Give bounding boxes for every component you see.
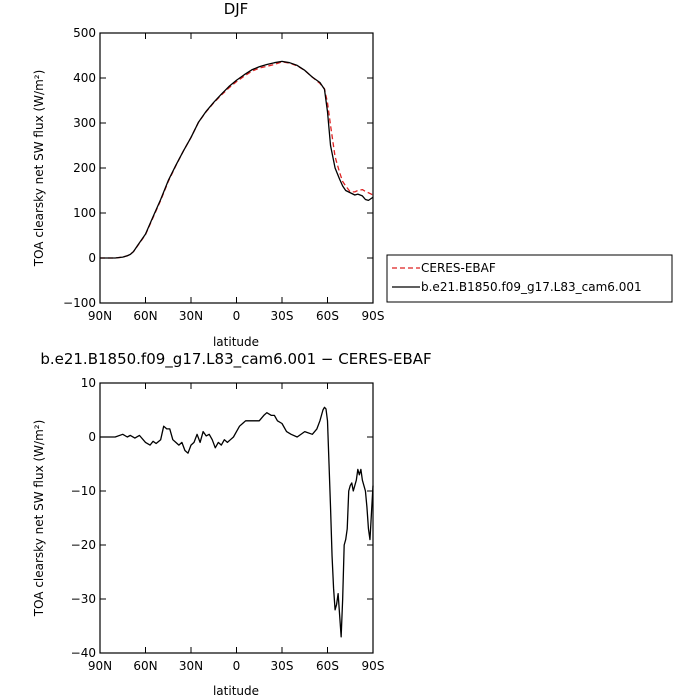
top-y-tick-label: 500 <box>73 26 96 40</box>
top-panel: DJF 90N 60N 30N 0 30S 60S 90S −100 0 100 200 300 400… <box>32 0 384 349</box>
bottom-x-tick-label: 30N <box>179 659 203 673</box>
bottom-x-tick-label: 90N <box>88 659 112 673</box>
top-chart-title: DJF <box>224 0 249 18</box>
bottom-y-axis-label: TOA clearsky net SW flux (W/m²) <box>32 420 46 618</box>
legend: CERES-EBAF b.e21.B1850.f09_g17.L83_cam6.… <box>386 254 673 303</box>
legend-label-ceres: CERES-EBAF <box>421 261 496 275</box>
top-axes: 90N 60N 30N 0 30S 60S 90S −100 0 100 200 300 400 500 <box>63 26 384 323</box>
top-series-layer <box>100 60 374 259</box>
top-x-tick-label: 90N <box>88 309 112 323</box>
top-x-tick-label: 60N <box>133 309 157 323</box>
bottom-axes: 90N 60N 30N 0 30S 60S 90S −40 −30 −20 −10 0 10 <box>71 376 385 673</box>
top-x-axis-label: latitude <box>213 335 259 349</box>
bottom-series-layer <box>100 406 374 638</box>
bottom-plot-frame <box>99 382 374 654</box>
top-plot-frame <box>99 32 374 304</box>
top-series-line-1 <box>100 60 374 259</box>
bottom-chart-title: b.e21.B1850.f09_g17.L83_cam6.001 − CERES… <box>40 350 431 369</box>
top-y-axis-label: TOA clearsky net SW flux (W/m²) <box>32 70 46 268</box>
top-y-tick-label: 100 <box>73 206 96 220</box>
top-y-tick-label: −100 <box>63 296 96 310</box>
bottom-y-tick-label: −30 <box>71 592 96 606</box>
bottom-x-tick-label: 60N <box>133 659 157 673</box>
bottom-series-line-0 <box>100 406 374 638</box>
top-y-tick-label: 0 <box>88 251 96 265</box>
bottom-x-tick-label: 0 <box>233 659 241 673</box>
bottom-y-tick-label: −40 <box>71 646 96 660</box>
legend-box <box>386 254 673 303</box>
bottom-y-tick-label: 10 <box>81 376 96 390</box>
top-y-tick-label: 400 <box>73 71 96 85</box>
top-y-tick-label: 300 <box>73 116 96 130</box>
bottom-x-tick-label: 90S <box>362 659 385 673</box>
bottom-panel: b.e21.B1850.f09_g17.L83_cam6.001 − CERES… <box>32 350 432 698</box>
top-y-tick-label: 200 <box>73 161 96 175</box>
top-x-tick-label: 30S <box>271 309 294 323</box>
top-x-tick-label: 60S <box>316 309 339 323</box>
bottom-y-tick-label: 0 <box>88 430 96 444</box>
top-series-line-0 <box>100 61 374 259</box>
bottom-y-tick-label: −10 <box>71 484 96 498</box>
top-x-tick-label: 30N <box>179 309 203 323</box>
top-x-tick-label: 90S <box>362 309 385 323</box>
bottom-x-tick-label: 30S <box>271 659 294 673</box>
legend-label-model: b.e21.B1850.f09_g17.L83_cam6.001 <box>421 280 642 294</box>
bottom-x-tick-label: 60S <box>316 659 339 673</box>
bottom-x-axis-label: latitude <box>213 684 259 698</box>
bottom-y-tick-label: −20 <box>71 538 96 552</box>
top-x-tick-label: 0 <box>233 309 241 323</box>
